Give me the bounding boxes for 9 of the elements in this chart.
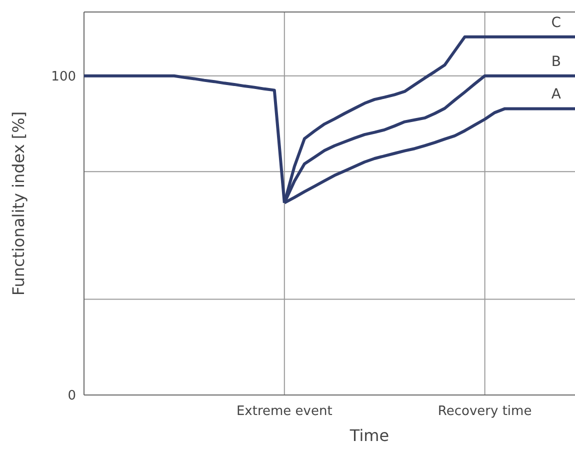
x-axis-title: Time xyxy=(348,426,390,445)
x-tick-label: Recovery time xyxy=(438,404,532,419)
y-axis-title: Functionality index [%] xyxy=(9,111,28,296)
y-tick-label: 100 xyxy=(51,69,76,84)
y-tick-label: 0 xyxy=(68,388,76,404)
series-label: B xyxy=(551,54,561,70)
x-tick-label: Extreme event xyxy=(236,404,332,419)
series-label: A xyxy=(551,86,562,103)
series-label: C xyxy=(551,14,562,31)
